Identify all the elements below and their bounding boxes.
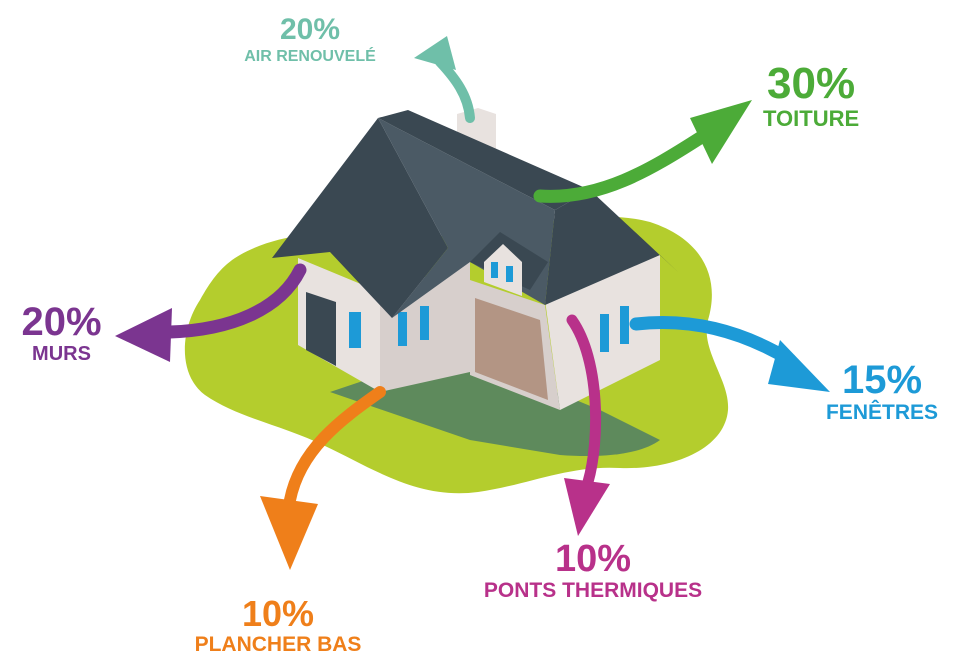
roof-left [272, 118, 448, 318]
air-percent: 20% [279, 13, 341, 46]
windows-label: FENÊTRES [825, 401, 938, 424]
arrow-windows-shaft [629, 316, 797, 367]
window-left-1 [349, 312, 361, 348]
window-right-1 [600, 314, 609, 352]
arrow-floor-shaft [284, 386, 386, 506]
arrow-bridges-head [564, 478, 610, 536]
window-right-2 [620, 306, 629, 344]
arrow-roof-shaft [533, 131, 707, 203]
dormer-wall [484, 244, 522, 296]
floor-percent: 10% [241, 593, 315, 634]
label-walls: 20% MURS [10, 302, 113, 364]
front-door [306, 292, 336, 366]
arrow-windows-head [768, 340, 830, 392]
label-bridges: 10% PONTS THERMIQUES [455, 540, 731, 601]
roof-percent: 30% [767, 59, 856, 108]
dormer-window-1 [491, 262, 498, 278]
walls-label: MURS [32, 343, 91, 365]
label-windows: 15% FENÊTRES [808, 360, 956, 423]
house-left-front-wall [298, 258, 380, 392]
label-floor: 10% PLANCHER BAS [178, 593, 378, 656]
arrow-air-head [414, 36, 456, 70]
window-left-2 [398, 312, 407, 346]
label-roof: 30% TOITURE [763, 62, 859, 130]
air-label: AIR RENOUVELÉ [244, 48, 376, 65]
bridges-percent: 10% [554, 538, 632, 580]
arrow-floor-head [260, 496, 318, 570]
arrow-air-shaft [435, 57, 475, 123]
windows-percent: 15% [841, 358, 923, 402]
arrow-walls-shaft [163, 263, 307, 339]
walls-percent: 20% [21, 300, 102, 344]
floor-label: PLANCHER BAS [194, 633, 362, 656]
window-left-3 [420, 306, 429, 340]
bridges-label: PONTS THERMIQUES [483, 579, 703, 602]
roof-ridge-shade [378, 110, 590, 210]
dormer-window-2 [506, 266, 513, 282]
arrow-roof-head [690, 100, 752, 164]
label-air: 20% AIR RENOUVELÉ [214, 15, 406, 65]
arrow-walls-head [115, 308, 172, 362]
roof-right [545, 190, 678, 305]
arrow-bridges-shaft [566, 314, 602, 488]
garage-door [475, 298, 548, 400]
roof-label: TOITURE [763, 106, 860, 131]
